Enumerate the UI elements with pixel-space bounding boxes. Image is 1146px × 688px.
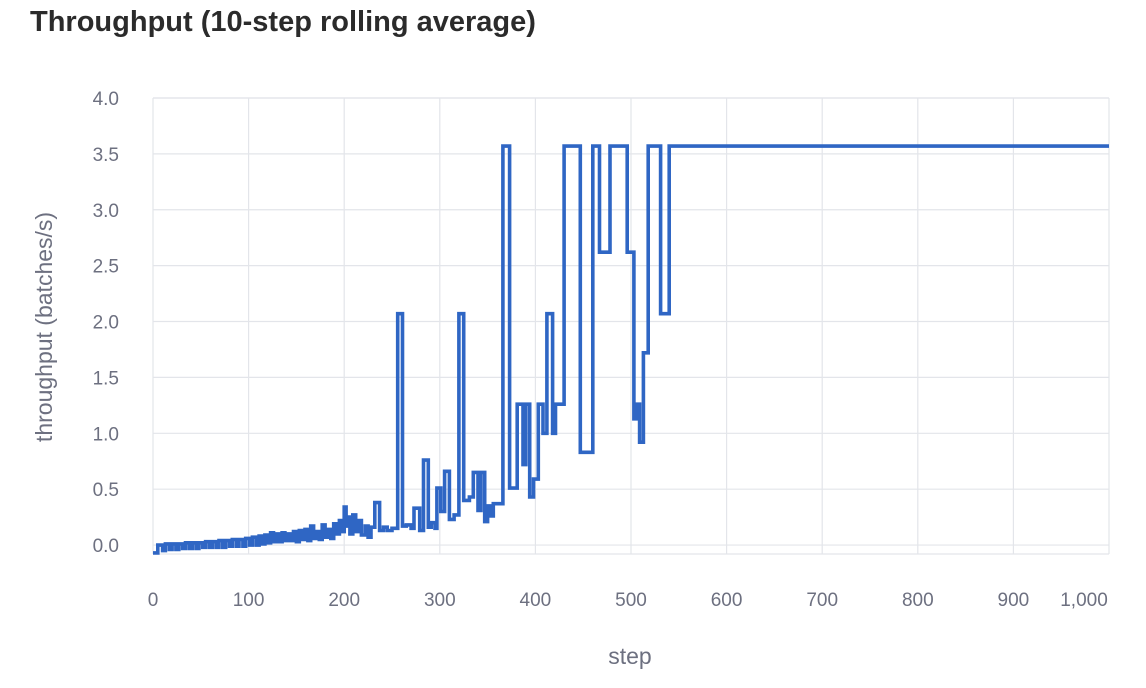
- y-tick-label: 1.0: [93, 424, 119, 445]
- y-tick-label: 3.5: [93, 145, 119, 166]
- grid-lines: [152, 97, 1110, 555]
- x-axis-label: step: [608, 643, 651, 669]
- x-tick-label: 0: [148, 590, 159, 611]
- x-tick-label: 600: [711, 590, 743, 611]
- x-tick-label: 300: [424, 590, 456, 611]
- y-tick-label: 0.5: [93, 480, 119, 501]
- x-tick-label: 700: [806, 590, 838, 611]
- x-tick-label: 1,000: [1060, 590, 1108, 611]
- y-tick-label: 2.0: [93, 313, 119, 334]
- chart-title: Throughput (10-step rolling average): [30, 6, 536, 38]
- series-layer: [153, 144, 1109, 555]
- y-tick-label: 1.5: [93, 368, 119, 389]
- y-tick-label: 2.5: [93, 257, 119, 278]
- x-tick-label: 200: [328, 590, 360, 611]
- y-axis-label: throughput (batches/s): [31, 212, 57, 442]
- x-tick-label: 100: [233, 590, 265, 611]
- x-tick-label: 500: [615, 590, 647, 611]
- x-tick-label: 800: [902, 590, 934, 611]
- x-axis-ticks: 0 100 200 300 400 500 600 700 800 900 1,000: [148, 590, 1108, 611]
- y-tick-label: 4.0: [93, 89, 119, 110]
- y-axis-ticks: 0.0 0.5 1.0 1.5 2.0 2.5 3.0 3.5 4.0: [93, 89, 119, 557]
- x-tick-label: 900: [998, 590, 1030, 611]
- y-tick-label: 0.0: [93, 536, 119, 557]
- series-line-0: [153, 144, 1109, 555]
- x-tick-label: 400: [520, 590, 552, 611]
- y-tick-label: 3.0: [93, 201, 119, 222]
